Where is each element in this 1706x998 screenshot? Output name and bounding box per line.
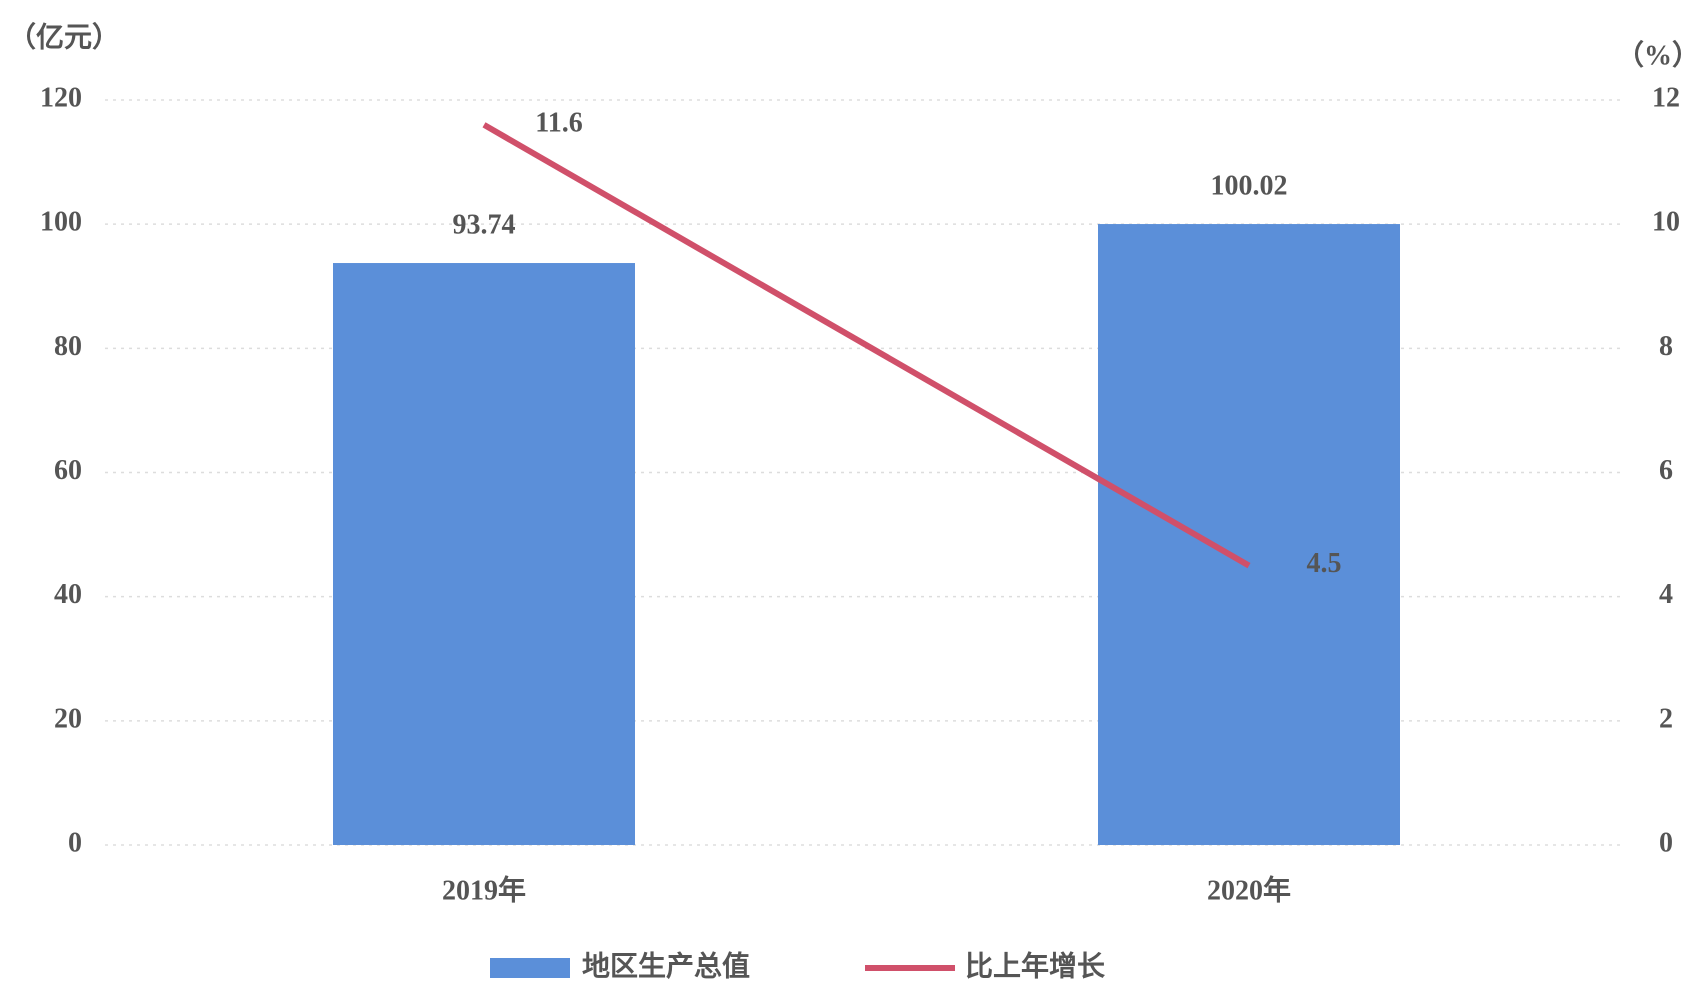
legend-label: 比上年增长	[965, 949, 1105, 982]
y2-tick-label: 6	[1659, 455, 1673, 486]
value-label: 4.5	[1307, 548, 1342, 579]
legend-label: 地区生产总值	[582, 950, 750, 982]
x-tick-label: 2020年	[1207, 873, 1291, 906]
y-tick-label: 60	[54, 455, 82, 486]
y-tick-label: 120	[40, 82, 82, 113]
y-tick-label: 20	[54, 703, 82, 734]
bar	[1098, 224, 1400, 846]
y-axis-label: （亿元）	[8, 20, 120, 53]
y-tick-label: 100	[40, 207, 82, 238]
y2-tick-label: 12	[1652, 82, 1680, 113]
x-tick-label: 2019年	[442, 873, 526, 906]
y2-tick-label: 4	[1659, 579, 1673, 610]
y2-tick-label: 0	[1659, 827, 1673, 858]
legend-swatch	[490, 958, 570, 978]
y-tick-label: 40	[54, 579, 82, 610]
line	[482, 122, 1251, 569]
y-tick-label: 80	[54, 331, 82, 362]
value-label: 11.6	[535, 107, 582, 138]
y-tick-label: 0	[68, 827, 82, 858]
y2-axis-label: （%）	[1616, 38, 1700, 71]
value-label: 100.02	[1211, 170, 1288, 201]
y2-tick-label: 2	[1659, 703, 1673, 734]
value-label: 93.74	[453, 209, 516, 240]
bar	[333, 263, 635, 845]
y2-tick-label: 8	[1659, 331, 1673, 362]
y2-tick-label: 10	[1652, 207, 1680, 238]
